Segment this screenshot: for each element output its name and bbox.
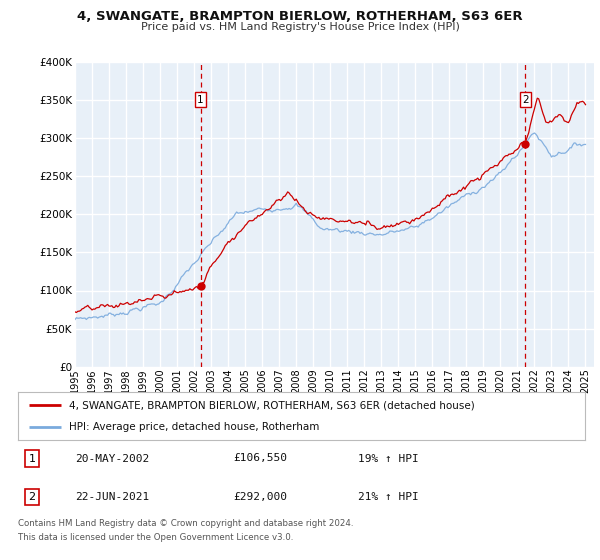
Text: 19% ↑ HPI: 19% ↑ HPI	[358, 454, 419, 464]
Text: 2: 2	[29, 492, 36, 502]
Text: 21% ↑ HPI: 21% ↑ HPI	[358, 492, 419, 502]
Text: Contains HM Land Registry data © Crown copyright and database right 2024.: Contains HM Land Registry data © Crown c…	[18, 519, 353, 528]
Text: 20-MAY-2002: 20-MAY-2002	[75, 454, 149, 464]
Text: 1: 1	[29, 454, 35, 464]
Text: Price paid vs. HM Land Registry's House Price Index (HPI): Price paid vs. HM Land Registry's House …	[140, 22, 460, 32]
Text: £106,550: £106,550	[233, 454, 287, 464]
Text: 4, SWANGATE, BRAMPTON BIERLOW, ROTHERHAM, S63 6ER: 4, SWANGATE, BRAMPTON BIERLOW, ROTHERHAM…	[77, 10, 523, 23]
Text: 1: 1	[197, 95, 204, 105]
Text: This data is licensed under the Open Government Licence v3.0.: This data is licensed under the Open Gov…	[18, 533, 293, 542]
Text: 4, SWANGATE, BRAMPTON BIERLOW, ROTHERHAM, S63 6ER (detached house): 4, SWANGATE, BRAMPTON BIERLOW, ROTHERHAM…	[69, 400, 475, 410]
Text: HPI: Average price, detached house, Rotherham: HPI: Average price, detached house, Roth…	[69, 422, 319, 432]
Text: £292,000: £292,000	[233, 492, 287, 502]
Text: 2: 2	[522, 95, 529, 105]
Text: 22-JUN-2021: 22-JUN-2021	[75, 492, 149, 502]
